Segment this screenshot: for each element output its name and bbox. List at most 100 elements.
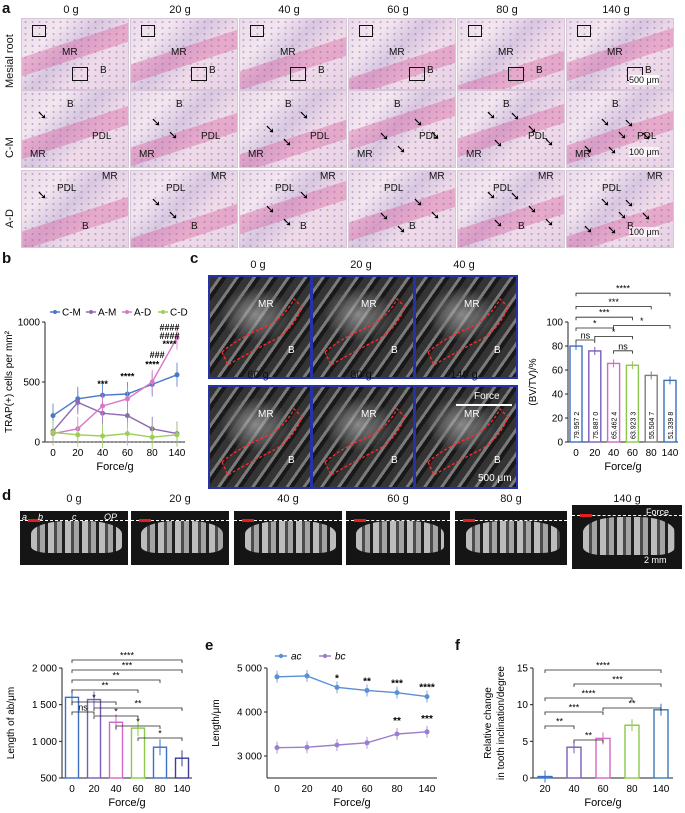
label-pdl: PDL bbox=[602, 183, 622, 194]
roi-box-bottom bbox=[508, 67, 524, 81]
label-b: B bbox=[100, 65, 107, 76]
tissue-texture bbox=[22, 19, 128, 89]
significance-mark: ** bbox=[112, 671, 120, 681]
roi-dashed-region bbox=[427, 297, 509, 366]
significance-mark: *** bbox=[122, 661, 133, 671]
arrow-marker: ➘ bbox=[641, 209, 652, 223]
label-mr: MR bbox=[357, 149, 373, 160]
arrow-marker: ➘ bbox=[600, 195, 611, 209]
point-bc-3 bbox=[364, 740, 370, 746]
x-tick-label: 80 bbox=[626, 784, 638, 795]
tissue-texture bbox=[131, 91, 237, 167]
molar-teeth bbox=[140, 520, 224, 554]
arrow-marker: ➘ bbox=[607, 143, 618, 157]
roi-box-top bbox=[250, 25, 264, 37]
significance-bracket bbox=[575, 339, 596, 343]
y-tick-label: 5 000 bbox=[237, 664, 262, 675]
label-b: B bbox=[318, 65, 325, 76]
tissue-texture bbox=[240, 91, 346, 167]
x-axis-label: Force/g bbox=[96, 461, 133, 473]
x-tick-label: 60 bbox=[122, 448, 134, 459]
legend-marker bbox=[322, 653, 328, 659]
label-mr: MR bbox=[538, 171, 554, 182]
x-tick-label: 140 bbox=[662, 448, 679, 459]
label-mr: MR bbox=[62, 47, 78, 58]
col-label-60g: 60 g bbox=[387, 4, 409, 16]
ct-label-mr: MR bbox=[464, 299, 480, 310]
scale-bar-100: 100 μm bbox=[629, 227, 660, 237]
significance-mark: *** bbox=[421, 714, 433, 725]
arrow-marker: ➘ bbox=[493, 136, 504, 150]
arrow-marker: ➘ bbox=[527, 202, 538, 216]
significance-mark: ** bbox=[556, 717, 564, 727]
significance-bracket bbox=[544, 725, 575, 729]
point-C-D-1 bbox=[75, 432, 81, 438]
molar-teeth bbox=[466, 520, 561, 554]
strip-image-2 bbox=[234, 511, 342, 565]
series-line-C-M bbox=[52, 374, 178, 417]
tissue-texture bbox=[131, 171, 237, 247]
root-density bbox=[220, 397, 290, 452]
x-axis-label: Force/g bbox=[604, 461, 641, 473]
arrow-marker: ➘ bbox=[413, 195, 424, 209]
label-mr: MR bbox=[30, 149, 46, 160]
root-density bbox=[426, 287, 496, 342]
significance-bracket bbox=[573, 683, 662, 687]
label-mr: MR bbox=[139, 149, 155, 160]
significance-mark: **** bbox=[120, 372, 135, 382]
tissue-texture bbox=[22, 91, 128, 167]
label-b: B bbox=[518, 221, 525, 232]
strip-image-4 bbox=[455, 511, 567, 565]
ct-label-b: B bbox=[494, 345, 501, 356]
arrow-marker: ➘ bbox=[379, 129, 390, 143]
strip-col-label-4: 80 g bbox=[500, 493, 522, 505]
arrow-marker: ➘ bbox=[151, 115, 162, 129]
scale-bar-500: 500 μm bbox=[629, 75, 660, 85]
point-ac-4 bbox=[394, 690, 400, 696]
significance-bracket bbox=[71, 659, 183, 663]
significance-bracket bbox=[137, 737, 183, 741]
histology-image-r1-c3: B PDL MR ➘ ➘ ➘ ➘ bbox=[348, 90, 456, 168]
bar-140 bbox=[653, 709, 669, 779]
bar-value-label: 75.887 0 bbox=[593, 412, 600, 439]
significance-mark: *** bbox=[612, 675, 623, 685]
significance-bracket bbox=[71, 711, 95, 715]
point-C-M-0 bbox=[50, 413, 56, 419]
arrow-marker: ➘ bbox=[527, 122, 538, 136]
legend-A-M: A-M bbox=[98, 308, 116, 319]
tissue-texture bbox=[458, 19, 564, 89]
y-tick-label: 10 bbox=[517, 700, 529, 711]
significance-mark: **** bbox=[581, 689, 596, 699]
arrow-marker: ➘ bbox=[37, 188, 48, 202]
y-tick-label: 500 bbox=[40, 774, 57, 785]
y-tick-label: 15 bbox=[517, 664, 529, 675]
row-label-ad: A-D bbox=[4, 209, 16, 228]
legend-marker bbox=[278, 653, 284, 659]
bar-value-label: 79.957 2 bbox=[574, 412, 581, 439]
y-tick-label: 500 bbox=[23, 378, 40, 389]
row-label-mesial-root: Mesial root bbox=[4, 34, 16, 88]
roi-box-bottom bbox=[290, 67, 306, 81]
x-axis-label: Force/g bbox=[584, 797, 621, 809]
label-pdl: PDL bbox=[493, 183, 513, 194]
significance-mark: * bbox=[114, 707, 118, 717]
roi-dashed-region bbox=[221, 297, 303, 366]
significance-mark: **** bbox=[120, 651, 135, 661]
histology-image-r0-c0: MR B bbox=[21, 18, 129, 90]
ct-label-b: B bbox=[494, 455, 501, 466]
ct-col-label-4: 80 g bbox=[350, 369, 372, 381]
panel-label-c: c bbox=[190, 250, 199, 267]
arrow-marker: ➘ bbox=[396, 222, 407, 236]
point-C-D-5 bbox=[174, 432, 180, 438]
ct-col-label-0: 0 g bbox=[250, 259, 266, 271]
ct-image-4: MR B bbox=[311, 385, 415, 489]
roi-box-bottom bbox=[72, 67, 88, 81]
roi-box-top bbox=[577, 25, 591, 37]
ab-distance-marker bbox=[580, 513, 592, 517]
x-axis-label: Force/g bbox=[333, 797, 370, 809]
strip-col-label-3: 60 g bbox=[387, 493, 409, 505]
x-tick-label: 20 bbox=[301, 784, 313, 795]
tissue-texture bbox=[240, 19, 346, 89]
molar-teeth bbox=[356, 520, 444, 554]
x-tick-label: 40 bbox=[331, 784, 343, 795]
